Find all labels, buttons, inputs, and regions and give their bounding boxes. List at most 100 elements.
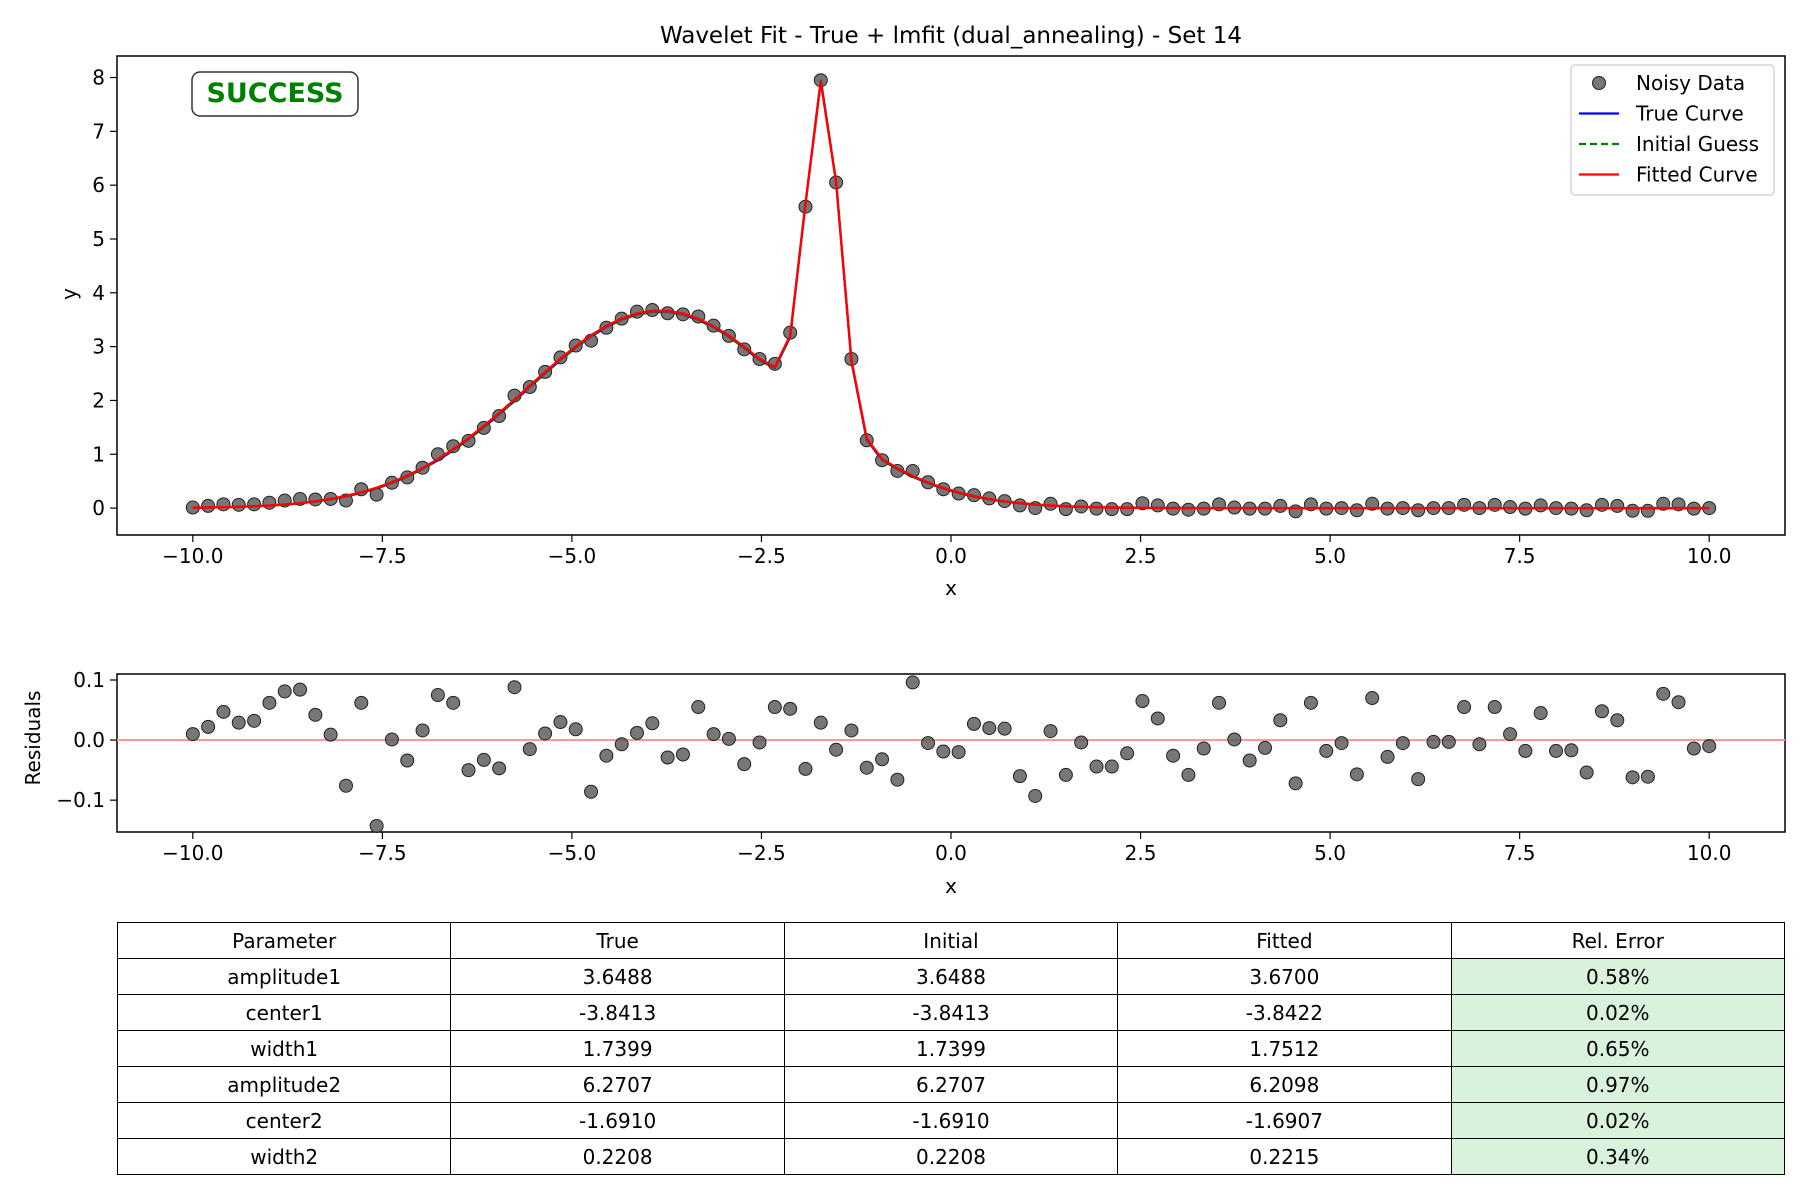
data-point: [1089, 501, 1104, 516]
y-tick-label: 2: [92, 388, 105, 412]
residual-point: [1640, 769, 1655, 784]
table-cell: -3.8413: [450, 994, 785, 1031]
table-cell: 6.2707: [783, 1066, 1119, 1103]
residual-point: [507, 680, 522, 695]
residual-point: [1625, 770, 1640, 785]
y-tick-label: −0.1: [56, 788, 105, 812]
residual-point: [660, 750, 675, 765]
x-tick-label: 2.5: [1125, 544, 1157, 568]
residual-point: [369, 818, 384, 833]
residual-point: [1579, 765, 1594, 780]
residual-point: [1273, 713, 1288, 728]
table-cell: -1.6907: [1117, 1102, 1452, 1139]
legend-marker: [1592, 76, 1606, 90]
residual-point: [1564, 743, 1579, 758]
y-tick-label: 5: [92, 227, 105, 251]
rel-error-cell: 0.65%: [1450, 1030, 1786, 1067]
y-tick-label: 7: [92, 119, 105, 143]
residuals-marks: [117, 675, 1785, 833]
data-point: [1150, 498, 1165, 513]
residual-point: [614, 737, 629, 752]
true-curve: [192, 79, 1710, 510]
residual-point: [338, 778, 353, 793]
residual-point: [538, 726, 553, 741]
rel-error-cell: 0.97%: [1450, 1066, 1786, 1103]
rel-error-cell: 0.34%: [1450, 1138, 1786, 1175]
status-badge-text: SUCCESS: [206, 78, 343, 109]
table-cell: 6.2098: [1117, 1066, 1452, 1103]
data-point: [1135, 496, 1150, 511]
residual-point: [1441, 734, 1456, 749]
residual-point: [323, 727, 338, 742]
residual-point: [308, 707, 323, 722]
table-row: center2 -1.6910 -1.6910 -1.6907 0.02%: [116, 1102, 1786, 1139]
residual-point: [1426, 734, 1441, 749]
table-cell: center2: [116, 1102, 452, 1139]
residual-point: [185, 727, 200, 742]
residual-point: [1242, 753, 1257, 768]
residual-point: [1686, 741, 1701, 756]
x-tick-label: −10.0: [162, 841, 223, 865]
table-cell: 3.6488: [450, 958, 785, 995]
data-point: [1487, 497, 1502, 512]
data-point: [1457, 497, 1472, 512]
table-cell: 0.2215: [1117, 1138, 1452, 1175]
residual-point: [936, 744, 951, 759]
data-point: [1533, 498, 1548, 513]
residual-point: [1303, 695, 1318, 710]
residual-point: [1058, 767, 1073, 782]
residual-point: [262, 695, 277, 710]
data-point: [446, 439, 461, 454]
residuals-ylabel: Residuals: [21, 691, 45, 786]
table-header-row: Parameter True Initial Fitted Rel. Error: [116, 922, 1786, 959]
table-cell: amplitude2: [116, 1066, 452, 1103]
residual-point: [430, 688, 445, 703]
residual-point: [1212, 695, 1227, 710]
data-point: [1104, 502, 1119, 517]
table-cell: 0.2208: [783, 1138, 1119, 1175]
chart-title: Wavelet Fit - True + lmfit (dual_anneali…: [660, 23, 1242, 49]
residual-point: [1120, 746, 1135, 761]
residual-point: [844, 723, 859, 738]
table-cell: 3.6488: [783, 958, 1119, 995]
rel-error-cell: 0.58%: [1450, 958, 1786, 995]
x-tick-label: 5.0: [1314, 841, 1346, 865]
residual-point: [1411, 772, 1426, 787]
residual-point: [1533, 706, 1548, 721]
residual-point: [1012, 769, 1027, 784]
legend: Noisy Data True Curve Initial Guess Fitted …: [1570, 64, 1775, 196]
x-tick-label: −2.5: [737, 841, 786, 865]
residual-point: [1671, 695, 1686, 710]
residual-point: [1104, 759, 1119, 774]
residual-point: [568, 722, 583, 737]
table-row: center1 -3.8413 -3.8413 -3.8422 0.02%: [116, 994, 1786, 1031]
x-tick-label: 7.5: [1504, 544, 1536, 568]
data-point: [1610, 498, 1625, 513]
residual-point: [599, 748, 614, 763]
main-marks: [185, 73, 1717, 519]
residual-point: [293, 682, 308, 697]
table-cell: amplitude1: [116, 958, 452, 995]
table-row: amplitude1 3.6488 3.6488 3.6700 0.58%: [116, 958, 1786, 995]
residual-point: [1487, 700, 1502, 715]
table-cell: 1.7512: [1117, 1030, 1452, 1067]
residual-point: [522, 742, 537, 757]
data-point: [1625, 503, 1640, 518]
data-point: [201, 498, 216, 513]
table-cell: -1.6910: [783, 1102, 1119, 1139]
table-header-cell: Parameter: [116, 922, 452, 959]
residual-point: [875, 752, 890, 767]
data-point: [1058, 502, 1073, 517]
data-point: [1012, 498, 1027, 513]
x-tick-label: −5.0: [548, 544, 597, 568]
x-tick-label: 0.0: [935, 841, 967, 865]
residual-point: [1656, 686, 1671, 701]
legend-label: True Curve: [1635, 102, 1744, 126]
residual-point: [767, 700, 782, 715]
table-row: amplitude2 6.2707 6.2707 6.2098 0.97%: [116, 1066, 1786, 1103]
y-tick-label: 0.0: [73, 728, 105, 752]
residual-point: [783, 701, 798, 716]
residual-point: [691, 700, 706, 715]
data-point: [1181, 502, 1196, 517]
rel-error-cell: 0.02%: [1450, 1102, 1786, 1139]
